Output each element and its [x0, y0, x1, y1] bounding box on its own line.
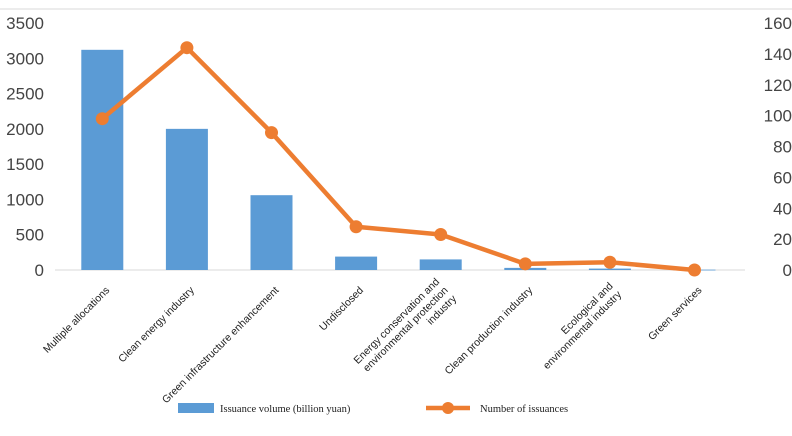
line-marker [265, 126, 278, 140]
right-tick-label: 140 [764, 45, 792, 64]
legend-label-volume: Issuance volume (billion yuan) [220, 404, 351, 415]
category-label: Multiple allocations [41, 284, 112, 355]
right-tick-label: 80 [773, 138, 792, 157]
category-label: Clean energy industry [116, 284, 197, 365]
line-marker [95, 112, 109, 126]
line-marker [603, 255, 617, 269]
legend-label-count: Number of issuances [480, 404, 568, 415]
bar-series [81, 49, 716, 271]
right-tick-label: 60 [773, 168, 792, 187]
category-label-line: environmental industry [541, 288, 625, 372]
series-line [100, 45, 697, 273]
legend-swatch-bar [178, 403, 214, 413]
left-tick-label: 2500 [6, 85, 44, 104]
line-marker [518, 257, 532, 271]
line-marker [180, 41, 194, 55]
left-tick-label: 500 [16, 226, 44, 245]
category-label-line: Multiple allocations [41, 284, 112, 355]
right-tick-label: 120 [764, 76, 792, 95]
right-axis: 0 20 40 60 80 100 120 140 160 [764, 14, 792, 280]
line-marker [688, 263, 701, 277]
category-label: Clean production industry [443, 284, 536, 377]
line-series [95, 41, 701, 277]
category-label-line: Clean production industry [443, 284, 536, 377]
category-label: Undisclosed [317, 284, 366, 333]
left-tick-label: 1000 [6, 190, 44, 209]
category-label-line: Green services [646, 284, 704, 342]
category-label-line: Undisclosed [317, 284, 366, 333]
legend-swatch-marker [442, 402, 454, 414]
legend: Issuance volume (billion yuan) Number of … [178, 402, 568, 415]
line-marker [434, 227, 448, 241]
right-tick-label: 160 [764, 14, 792, 33]
bar [250, 195, 293, 270]
bar [335, 256, 378, 270]
left-tick-label: 1500 [6, 155, 44, 174]
bar [588, 268, 631, 270]
right-tick-label: 0 [783, 261, 792, 280]
category-labels: Multiple allocations Clean energy industr… [41, 276, 704, 406]
right-tick-label: 40 [773, 199, 792, 218]
right-tick-label: 100 [764, 107, 792, 126]
right-tick-label: 20 [773, 230, 792, 249]
bar [165, 128, 208, 270]
left-tick-label: 2000 [6, 120, 44, 139]
left-tick-label: 0 [35, 261, 44, 280]
left-tick-label: 3500 [6, 14, 44, 33]
left-tick-label: 3000 [6, 49, 44, 68]
bar [81, 49, 124, 271]
category-label: Ecological andenvironmental industry [532, 280, 624, 372]
category-label-line: Clean energy industry [116, 284, 197, 365]
category-label-line: environmental protection [361, 284, 451, 374]
line-marker [349, 220, 363, 234]
bar [419, 259, 462, 270]
left-axis: 0 500 1000 1500 2000 2500 3000 3500 [6, 14, 44, 280]
category-label: Green services [646, 284, 704, 342]
